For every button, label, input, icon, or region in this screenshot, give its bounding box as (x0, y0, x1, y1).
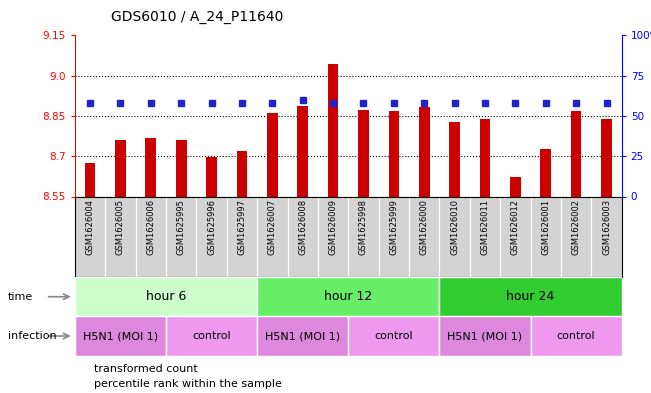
Bar (85, 163, 95, 196)
Text: GSM1626003: GSM1626003 (602, 199, 611, 255)
Bar (531, 316, 622, 356)
Text: GSM1625998: GSM1625998 (359, 199, 368, 255)
Text: infection: infection (8, 331, 57, 341)
Text: H5N1 (MOI 1): H5N1 (MOI 1) (447, 331, 523, 341)
Text: GSM1626001: GSM1626001 (541, 199, 550, 255)
Bar (480, 119, 490, 196)
Bar (146, 138, 156, 196)
Bar (176, 140, 187, 196)
Bar (540, 149, 551, 196)
Text: hour 24: hour 24 (506, 290, 555, 303)
Bar (75, 277, 257, 316)
Bar (298, 106, 308, 196)
Bar (602, 119, 612, 196)
Bar (257, 277, 439, 316)
Text: H5N1 (MOI 1): H5N1 (MOI 1) (265, 331, 340, 341)
Text: GSM1626004: GSM1626004 (85, 199, 94, 255)
Bar (257, 316, 348, 356)
Bar (348, 316, 439, 356)
Text: GDS6010 / A_24_P11640: GDS6010 / A_24_P11640 (111, 10, 283, 24)
Text: transformed count: transformed count (94, 364, 198, 375)
Bar (237, 151, 247, 196)
Bar (115, 140, 126, 196)
Text: GSM1626000: GSM1626000 (420, 199, 429, 255)
Text: GSM1625999: GSM1625999 (389, 199, 398, 255)
Bar (389, 111, 399, 196)
Text: GSM1626011: GSM1626011 (480, 199, 490, 255)
Text: GSM1626005: GSM1626005 (116, 199, 125, 255)
Text: GSM1626002: GSM1626002 (572, 199, 581, 255)
Text: GSM1626009: GSM1626009 (329, 199, 338, 255)
Bar (206, 157, 217, 196)
Text: GSM1625995: GSM1625995 (176, 199, 186, 255)
Text: control: control (557, 331, 596, 341)
Bar (75, 316, 166, 356)
Text: H5N1 (MOI 1): H5N1 (MOI 1) (83, 331, 158, 341)
Text: hour 6: hour 6 (146, 290, 186, 303)
Text: hour 12: hour 12 (324, 290, 372, 303)
Text: GSM1625997: GSM1625997 (238, 199, 247, 255)
Bar (267, 113, 277, 196)
Text: GSM1626008: GSM1626008 (298, 199, 307, 255)
Text: GSM1626010: GSM1626010 (450, 199, 459, 255)
Text: control: control (374, 331, 413, 341)
Bar (358, 110, 368, 196)
Bar (328, 64, 339, 196)
Bar (419, 107, 430, 196)
Text: time: time (8, 292, 33, 302)
Text: GSM1626006: GSM1626006 (146, 199, 156, 255)
Text: GSM1626012: GSM1626012 (511, 199, 520, 255)
Bar (449, 122, 460, 196)
Bar (571, 111, 581, 196)
Text: percentile rank within the sample: percentile rank within the sample (94, 379, 283, 389)
Text: GSM1625996: GSM1625996 (207, 199, 216, 255)
Bar (510, 176, 521, 196)
Bar (439, 316, 531, 356)
Bar (166, 316, 257, 356)
Bar (439, 277, 622, 316)
Text: control: control (192, 331, 231, 341)
Text: GSM1626007: GSM1626007 (268, 199, 277, 255)
